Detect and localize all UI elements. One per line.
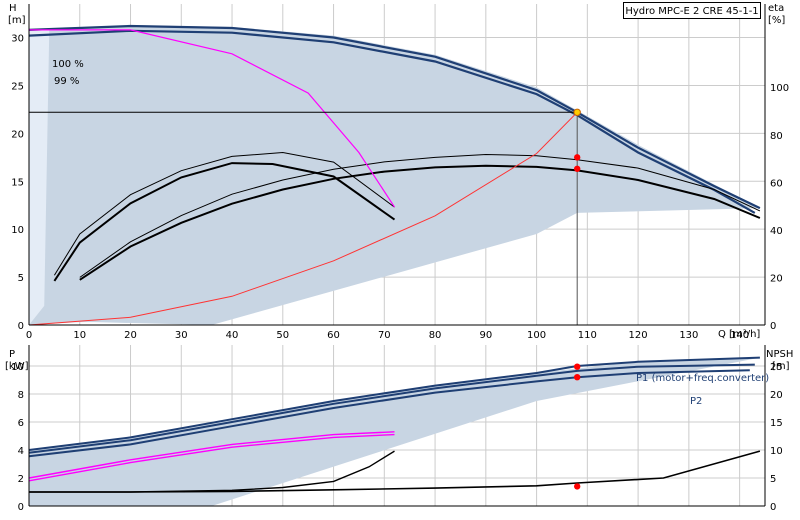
- x-tick-label: 40: [226, 330, 239, 341]
- chart-axes: [28, 4, 766, 507]
- x-tick-label: 130: [679, 330, 698, 341]
- npsh-tick-label: 25: [770, 362, 783, 373]
- eta-tick-label: 0: [770, 321, 776, 332]
- x-tick-label: 140: [730, 330, 749, 341]
- lower-duty-point-2: [573, 483, 581, 490]
- h-tick-label: 0: [18, 321, 24, 332]
- tick-labels: 0 10 20 30 40 50 60 70 80 90 100 110 120 130 140051015…: [11, 34, 789, 513]
- data-series: [28, 24, 761, 493]
- x-tick-label: 50: [276, 330, 289, 341]
- speed-label-100: 100 %: [52, 59, 84, 70]
- lower-left-axis-label-1: P: [9, 349, 15, 360]
- upper-right-axis-label-2: [%]: [768, 15, 785, 26]
- lower-left-axis-label-2: [kW]: [5, 361, 29, 372]
- p-tick-label: 8: [18, 390, 24, 401]
- speed-label-99: 99 %: [54, 76, 79, 87]
- upper-left-axis-label-1: H: [9, 3, 17, 14]
- h-tick-label: 15: [11, 177, 24, 188]
- upper-series-0: [28, 24, 761, 210]
- x-tick-label: 0: [26, 330, 32, 341]
- lower-right-axis-label-2: [m]: [772, 361, 790, 372]
- lower-series-2: [28, 369, 750, 458]
- lower-right-axis-label-1: NPSH: [766, 349, 793, 360]
- npsh-tick-label: 0: [770, 502, 776, 513]
- upper-duty-point-1: [573, 154, 581, 161]
- lower-series-1: [28, 363, 755, 454]
- upper-series-2: [53, 151, 395, 276]
- x-tick-label: 70: [378, 330, 391, 341]
- lower-duty-point-1: [573, 374, 581, 381]
- x-tick-label: 120: [629, 330, 648, 341]
- p-tick-label: 6: [18, 418, 24, 429]
- lower-series-3: [28, 431, 395, 479]
- upper-series-1: [28, 29, 756, 214]
- p-tick-label: 10: [11, 362, 24, 373]
- eta-tick-label: 80: [770, 131, 783, 142]
- x-tick-label: 80: [429, 330, 442, 341]
- lower-series-0: [28, 356, 760, 451]
- upper-left-axis-label-2: [m]: [8, 15, 26, 26]
- upper-duty-point-0: [573, 108, 581, 116]
- x-tick-label: 60: [327, 330, 340, 341]
- p-tick-label: 0: [18, 502, 24, 513]
- upper-series-7: [29, 29, 396, 208]
- h-tick-label: 30: [11, 34, 24, 45]
- lower-duty-point-0: [573, 363, 581, 370]
- npsh-tick-label: 5: [770, 474, 776, 485]
- operating-areas: [29, 25, 760, 506]
- npsh-tick-label: 10: [770, 446, 783, 457]
- duty-points: [573, 108, 581, 490]
- p-tick-label: 2: [18, 474, 24, 485]
- upper-series-6: [28, 111, 578, 326]
- x-tick-label: 30: [175, 330, 188, 341]
- upper-series-4: [79, 153, 761, 278]
- h-tick-label: 10: [11, 225, 24, 236]
- x-axis-label: Q [m³/h]: [718, 329, 760, 340]
- eta-tick-label: 60: [770, 178, 783, 189]
- lower-series-6: [29, 450, 395, 493]
- h-tick-label: 5: [18, 273, 24, 284]
- x-tick-label: 10: [73, 330, 86, 341]
- p2-series-label: P2: [690, 396, 702, 407]
- eta-tick-label: 20: [770, 273, 783, 284]
- x-tick-label: 100: [527, 330, 546, 341]
- p1-series-label: P1 (motor+freq.converter): [636, 373, 769, 384]
- upper-duty-point-2: [573, 165, 581, 172]
- x-tick-label: 20: [124, 330, 137, 341]
- head-area-edge: [29, 27, 50, 325]
- x-tick-label: 90: [479, 330, 492, 341]
- npsh-tick-label: 15: [770, 418, 783, 429]
- chart-title: Hydro MPC-E 2 CRE 45-1-1: [623, 2, 761, 19]
- h-tick-label: 25: [11, 81, 24, 92]
- x-tick-label: 110: [578, 330, 597, 341]
- lower-series-4: [28, 433, 395, 482]
- duty-guides: [29, 111, 578, 325]
- upper-series-5: [79, 164, 761, 281]
- eta-tick-label: 40: [770, 226, 783, 237]
- upper-series-3: [53, 162, 396, 282]
- head-operating-area: [29, 25, 760, 325]
- eta-tick-label: 100: [770, 83, 789, 94]
- p-tick-label: 4: [18, 446, 24, 457]
- h-tick-label: 20: [11, 129, 24, 140]
- npsh-tick-label: 20: [770, 390, 783, 401]
- upper-right-axis-label-1: eta: [768, 3, 784, 14]
